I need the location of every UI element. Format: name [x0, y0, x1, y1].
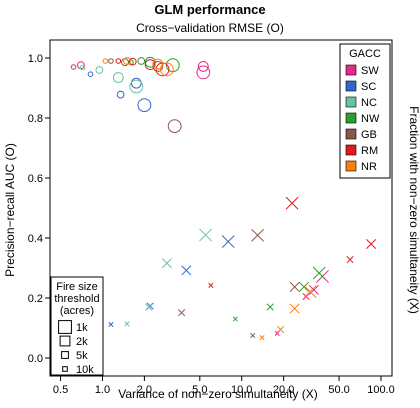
point-x-gb — [250, 332, 256, 339]
x-tick-label: 1.0 — [95, 384, 110, 396]
y-tick-label: 0.8 — [28, 113, 43, 125]
legend-size-symbol — [61, 351, 69, 359]
legend-gacc-swatch — [345, 160, 357, 172]
chart-title: GLM performance — [154, 2, 265, 17]
point-o-nc — [129, 79, 144, 94]
point-x-rm — [366, 238, 377, 250]
point-x-nw — [266, 303, 274, 311]
legend-gacc-swatch — [345, 112, 357, 124]
y-axis-right-label: Fraction with non−zero simultaneity (X) — [407, 106, 420, 314]
point-x-nr — [276, 325, 285, 334]
legend-gacc-swatch — [345, 64, 357, 76]
point-x-nr — [303, 285, 317, 299]
legend-size-symbol — [58, 320, 72, 334]
point-o-gb — [152, 61, 164, 72]
legend-gacc-label: GB — [361, 129, 377, 141]
y-tick-label: 1.0 — [28, 53, 43, 65]
x-tick-label: 20.0 — [273, 384, 294, 396]
legend-gacc-label: SC — [361, 81, 376, 93]
point-o-sc — [130, 77, 142, 89]
legend-gacc-swatch — [345, 144, 357, 156]
point-x-nr — [259, 335, 265, 341]
y-tick-label: 0.6 — [28, 173, 43, 185]
x-tick-label: 0.5 — [53, 384, 68, 396]
y-axis-left-label: Precision−recall AUC (O) — [3, 143, 17, 277]
point-o-nw — [137, 57, 146, 65]
y-tick-label: 0.4 — [28, 233, 43, 245]
point-x-nr — [289, 303, 300, 314]
legend-gacc-swatch — [345, 128, 357, 140]
point-x-gb — [289, 281, 300, 292]
point-o-sc — [116, 90, 125, 99]
legend-size-symbol — [59, 335, 71, 347]
point-x-sc — [181, 265, 192, 276]
x-tick-label: 100.0 — [367, 384, 395, 396]
point-o-rm — [115, 58, 122, 64]
point-o-sw — [197, 61, 209, 72]
legend-size-label: 1k — [76, 322, 88, 334]
plot-frame — [49, 39, 393, 377]
point-o-nr — [123, 57, 131, 65]
legend-gacc-label: NR — [361, 161, 377, 173]
point-o-nc — [112, 72, 124, 83]
point-o-nc — [95, 66, 104, 74]
point-x-nw — [312, 266, 326, 280]
y-tick-label: 0.0 — [28, 353, 43, 365]
point-o-nr — [102, 58, 109, 64]
point-x-rm — [285, 196, 299, 210]
point-o-nr — [152, 58, 164, 70]
point-o-rm — [144, 59, 156, 70]
point-x-sw — [308, 284, 319, 295]
chart-subtitle: Cross−validation RMSE (O) — [136, 21, 284, 35]
x-tick-label: 10.0 — [231, 384, 252, 396]
legend-gacc-label: NW — [361, 113, 380, 125]
point-o-nr — [159, 62, 174, 77]
point-x-nw — [232, 316, 238, 322]
point-o-gb — [167, 119, 182, 133]
point-o-gb — [108, 58, 114, 64]
point-x-nc — [199, 228, 212, 242]
legend-size-title: Fire size — [56, 281, 98, 293]
plot-layer: 0.5 1.0 2.0 5.0 10.0 20.0 50.0 100.0 0.0 0.2 0.4 0.… — [28, 39, 395, 396]
legend-size-label: 5k — [76, 350, 88, 362]
legend-size-label: 10k — [76, 364, 94, 376]
point-o-rm — [128, 57, 137, 66]
point-x-nc — [145, 303, 153, 311]
point-x-rm — [346, 256, 354, 264]
x-tick-label: 50.0 — [328, 384, 349, 396]
point-x-gb — [251, 228, 265, 242]
x-axis-label: Variance of non−zero simultaneity (X) — [118, 387, 318, 401]
point-o-sw — [70, 64, 77, 70]
point-x-sc — [221, 235, 235, 249]
point-o-sc — [87, 71, 94, 77]
x-tick-label: 2.0 — [137, 384, 152, 396]
point-x-gb — [178, 309, 186, 317]
legend-size-box — [50, 276, 104, 376]
point-x-sw — [302, 292, 310, 301]
point-o-nc — [79, 64, 86, 71]
x-tick-label: 5.0 — [192, 384, 207, 396]
point-x-nw — [298, 281, 309, 292]
legend-gacc-title: GACC — [349, 48, 381, 60]
point-o-gb — [121, 58, 129, 67]
point-x-sc — [108, 321, 114, 327]
legend-gacc-label: SW — [361, 65, 379, 77]
legend-size-title: threshold — [54, 293, 99, 305]
legend-size-title: (acres) — [60, 305, 94, 317]
legend-size-symbol — [62, 366, 68, 372]
legend-gacc-swatch — [345, 80, 357, 92]
point-x-nc — [161, 258, 172, 269]
legend-gacc-label: NC — [361, 97, 377, 109]
point-o-sc — [137, 98, 152, 112]
point-x-nc — [124, 321, 130, 327]
y-tick-label: 0.2 — [28, 293, 43, 305]
legend-gacc-label: RM — [361, 145, 378, 157]
point-x-rm — [208, 282, 214, 288]
point-o-sw — [196, 65, 211, 80]
legend-size-label: 2k — [76, 336, 88, 348]
legend-gacc-swatch — [345, 96, 357, 108]
